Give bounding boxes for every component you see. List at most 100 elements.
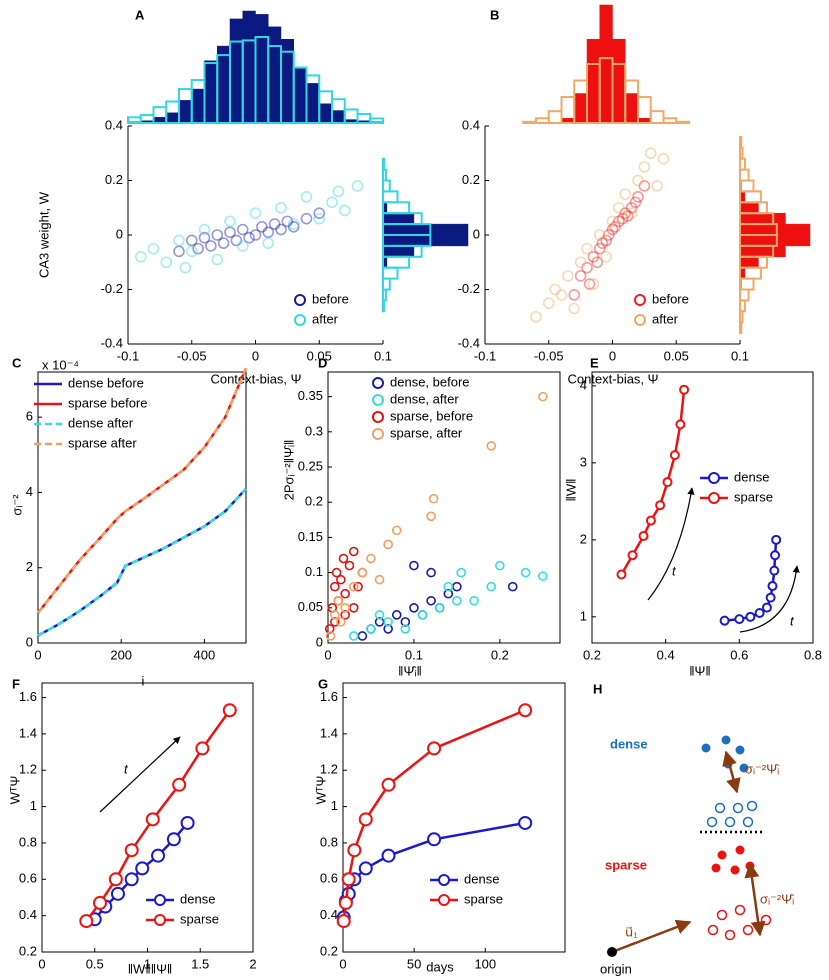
- axes-frame: [37, 371, 247, 644]
- scatter-point: [538, 391, 548, 402]
- scatter-point: [507, 581, 518, 592]
- scatter-point: [629, 196, 642, 209]
- legend-marker: [438, 874, 450, 886]
- legend-marker: [634, 314, 646, 326]
- line-marker: [675, 419, 686, 430]
- scatter-point: [134, 250, 147, 263]
- x-tick-label: 0: [38, 956, 45, 971]
- x-tick-label: 0.2: [491, 647, 509, 662]
- line-marker: [336, 914, 351, 929]
- line-marker: [770, 550, 781, 561]
- y-tick-label: -0.4: [458, 335, 480, 350]
- line-marker: [93, 895, 108, 910]
- x-axis-label: days: [426, 959, 454, 974]
- scatter-point: [348, 631, 359, 641]
- y-tick-label: 0.15: [298, 529, 323, 544]
- line-marker: [195, 741, 210, 756]
- scatter-point: [593, 229, 606, 241]
- histogram-bar: [649, 110, 665, 124]
- scatter-point: [606, 223, 619, 236]
- scatter-point: [400, 617, 411, 627]
- scatter-point: [324, 624, 335, 634]
- scatter-point: [426, 595, 436, 606]
- scatter-point: [383, 539, 393, 550]
- legend-label: dense: [180, 891, 215, 906]
- scatter-point: [600, 250, 612, 263]
- arrow: [744, 862, 766, 937]
- scatter-point: [160, 256, 173, 269]
- scatter-point: [400, 624, 411, 634]
- line-marker: [745, 611, 756, 622]
- line-marker: [110, 886, 125, 901]
- y-tick-label: 2: [26, 559, 33, 574]
- line-marker: [427, 832, 442, 847]
- scatter-point: [357, 567, 368, 578]
- histogram-bar: [127, 116, 142, 125]
- line-marker: [679, 384, 690, 395]
- legend-label: before: [652, 291, 689, 306]
- scatter-point: [179, 261, 192, 274]
- line-marker: [341, 872, 356, 887]
- scatter-point: [443, 581, 454, 592]
- histogram-bar: [574, 93, 588, 124]
- y-axis-label: ‖W‖: [563, 478, 578, 501]
- scatter-point: [330, 610, 340, 620]
- scatter-point: [287, 218, 300, 230]
- x-axis-label: ‖W‖‖Ψ‖: [128, 961, 173, 976]
- y-tick-label: 0: [26, 634, 33, 649]
- y-axis-label: CA3 weight, W: [36, 191, 51, 278]
- scatter-point: [224, 215, 236, 228]
- y-tick-label: -0.2: [458, 281, 480, 296]
- scatter-point: [374, 574, 385, 585]
- line: [724, 539, 778, 622]
- line-marker: [108, 872, 123, 887]
- scatter-point: [613, 215, 625, 228]
- line-marker: [669, 450, 680, 461]
- legend-label: dense: [464, 871, 499, 886]
- line-marker: [767, 581, 778, 592]
- scatter-point: [287, 221, 300, 233]
- filled-dots: [701, 735, 749, 773]
- scatter-point: [625, 201, 638, 214]
- histogram-bar: [255, 14, 269, 124]
- histogram-bar: [369, 117, 384, 124]
- line-marker: [358, 861, 373, 876]
- annotation: x 10⁻⁴: [42, 357, 79, 372]
- y-tick-label: 1.2: [19, 762, 37, 777]
- x-axis-label: ‖Ψ‖: [689, 663, 711, 678]
- x-tick-label: 50: [407, 956, 421, 971]
- scatter-point: [313, 212, 326, 225]
- legend-label: after: [652, 311, 679, 326]
- scatter-point: [243, 231, 255, 244]
- scatter-point: [581, 261, 593, 274]
- histogram-bar: [675, 120, 690, 124]
- line-marker: [427, 741, 442, 756]
- histogram-bar: [625, 93, 639, 124]
- line-marker: [124, 872, 139, 887]
- scatter-point: [236, 223, 249, 236]
- scatter-point: [325, 631, 336, 641]
- axes-frame: [591, 371, 814, 644]
- x-tick-label: 100: [474, 956, 496, 971]
- arrow: [647, 487, 695, 601]
- line-marker: [719, 615, 730, 626]
- axes-frame: [342, 682, 566, 953]
- panel-label: A: [135, 7, 145, 22]
- x-tick-label: 0.5: [86, 956, 104, 971]
- y-tick-label: 0.05: [298, 599, 323, 614]
- y-tick-label: 0.2: [320, 943, 338, 958]
- y-tick-label: -0.4: [101, 335, 123, 350]
- annotation: t: [790, 613, 795, 628]
- histogram-bar: [739, 256, 759, 268]
- scatter-point: [353, 581, 363, 592]
- y-axis-label: σᵢ⁻²: [9, 494, 24, 516]
- line: [620, 389, 686, 576]
- scatter-point: [495, 560, 505, 571]
- scatter-point: [249, 207, 262, 219]
- scatter-point: [391, 525, 402, 536]
- legend-marker: [372, 394, 384, 406]
- x-tick-label: 0: [324, 647, 331, 662]
- scatter-point: [275, 201, 287, 214]
- line-marker: [761, 602, 772, 613]
